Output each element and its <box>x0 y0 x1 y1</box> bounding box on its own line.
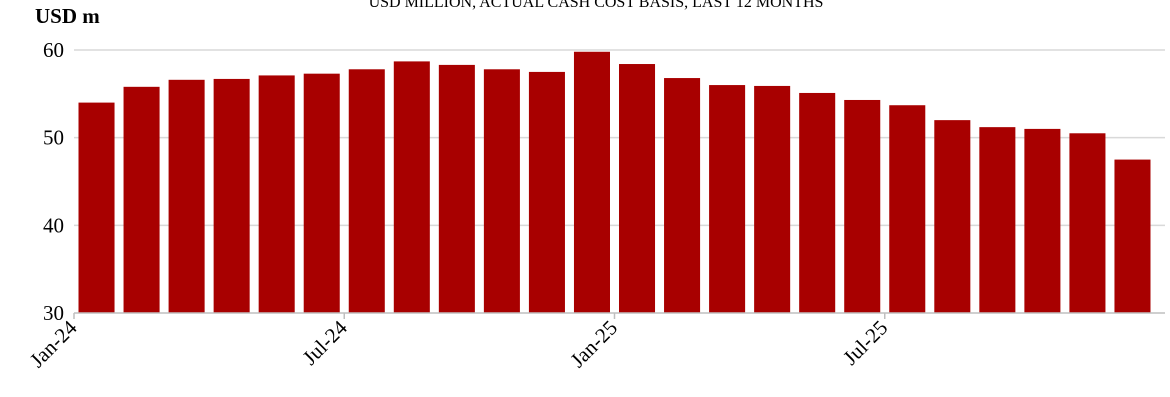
bar-nov-24 <box>528 71 565 314</box>
bar-apr-25 <box>754 85 791 314</box>
bar-jun-24 <box>303 73 340 313</box>
x-tick-label: Jan-25 <box>565 316 622 373</box>
bar-aug-25 <box>934 120 971 313</box>
bar-mar-24 <box>168 79 205 313</box>
y-tick-labels: 30 40 50 60 <box>43 38 64 325</box>
bar-jan-25 <box>619 64 656 313</box>
bar-nov-25 <box>1069 133 1106 313</box>
bar-apr-24 <box>213 78 250 314</box>
bar-sep-24 <box>438 64 475 313</box>
bar-jul-25 <box>889 105 926 313</box>
bar-sep-25 <box>979 127 1016 313</box>
bar-oct-24 <box>483 69 520 313</box>
x-tick-label: Jul-25 <box>838 316 892 370</box>
bars <box>78 51 1151 314</box>
axes <box>73 312 1165 319</box>
bar-feb-25 <box>664 78 701 313</box>
chart-title: USD MILLION, ACTUAL CASH COST BASIS, LAS… <box>369 0 824 11</box>
bar-dec-24 <box>573 51 610 314</box>
bar-jan-24 <box>78 102 115 313</box>
bar-jul-24 <box>348 69 385 313</box>
y-tick-label: 50 <box>43 126 64 150</box>
x-tick-labels: Jan-24 Jul-24 Jan-25 Jul-25 <box>25 315 892 372</box>
bar-may-24 <box>258 75 295 313</box>
x-tick-label: Jul-24 <box>298 315 352 369</box>
bar-feb-24 <box>123 86 160 313</box>
y-tick-label: 30 <box>43 301 64 325</box>
y-tick-label: 40 <box>43 213 64 237</box>
bar-dec-25 <box>1114 159 1151 313</box>
y-tick-label: 60 <box>43 38 64 62</box>
y-unit-label: USD m <box>35 4 100 28</box>
bar-mar-25 <box>709 85 746 313</box>
bar-aug-24 <box>393 61 430 313</box>
bar-oct-25 <box>1024 128 1061 313</box>
bar-jun-25 <box>844 99 881 313</box>
bar-may-25 <box>799 92 836 313</box>
